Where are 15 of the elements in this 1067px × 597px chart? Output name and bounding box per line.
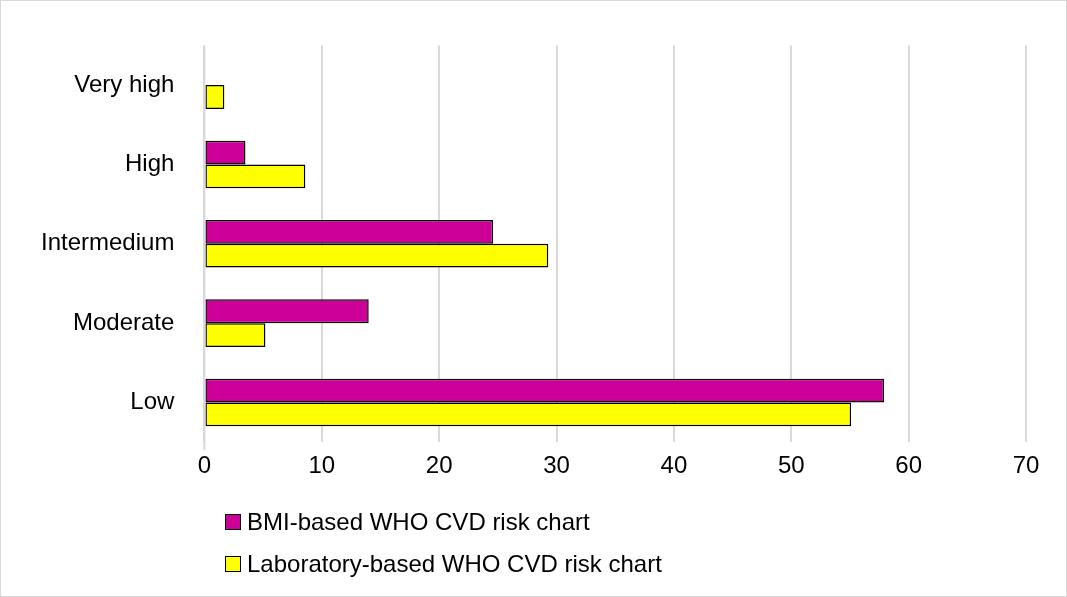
x-tick-label: 40 <box>660 451 688 479</box>
x-tick-label: 50 <box>777 451 805 479</box>
x-tick-label: 0 <box>197 451 212 479</box>
x-tick-label: 20 <box>425 451 453 479</box>
legend-label: Laboratory-based WHO CVD risk chart <box>247 550 662 578</box>
x-tick-label: 70 <box>1012 451 1040 479</box>
y-tick-label: High <box>125 149 175 177</box>
y-tick-label: Low <box>130 387 176 415</box>
y-tick-label: Very high <box>74 69 175 97</box>
x-tick-label: 30 <box>543 451 570 479</box>
x-tick-label: 10 <box>308 451 336 479</box>
y-tick-label: Moderate <box>72 307 175 335</box>
y-tick-label: Intermedium <box>40 228 175 256</box>
legend-label: BMI-based WHO CVD risk chart <box>247 508 590 536</box>
x-tick-label: 60 <box>895 451 922 479</box>
